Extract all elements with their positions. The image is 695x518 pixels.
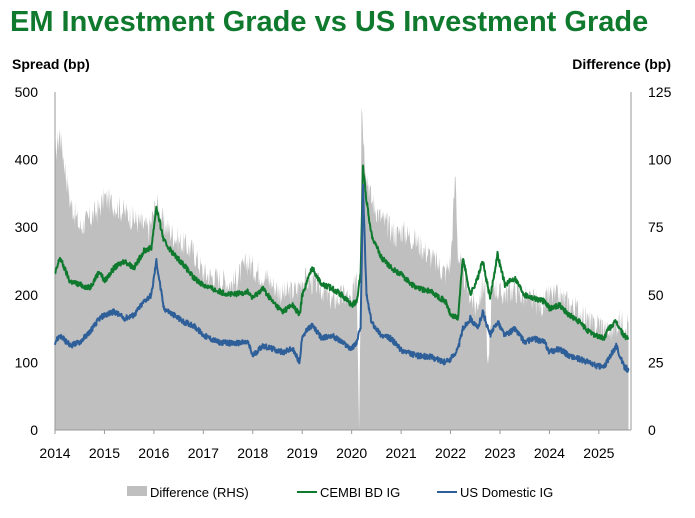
legend-difference-label: Difference (RHS) (150, 485, 249, 500)
legend-us-label: US Domestic IG (460, 485, 553, 500)
right-y-tick-label: 25 (648, 354, 664, 370)
x-tick-label: 2014 (39, 445, 70, 461)
legend-cembi-label: CEMBI BD IG (320, 485, 400, 500)
difference-area-layer (55, 107, 629, 430)
right-y-tick-label: 100 (648, 152, 672, 168)
x-tick-label: 2024 (534, 445, 565, 461)
cembi-bd-ig-line (54, 164, 630, 341)
x-tick-label: 2017 (188, 445, 219, 461)
left-y-tick-label: 100 (15, 354, 39, 370)
x-tick-label: 2018 (237, 445, 268, 461)
x-tick-label: 2019 (287, 445, 318, 461)
left-y-tick-label: 0 (30, 422, 38, 438)
x-tick-label: 2015 (89, 445, 120, 461)
series-lines-layer (54, 164, 630, 373)
left-axis-title: Spread (bp) (12, 56, 90, 72)
legend: Difference (RHS) CEMBI BD IG US Domestic I… (127, 485, 553, 500)
left-y-tick-label: 200 (15, 287, 39, 303)
x-tick-label: 2016 (138, 445, 169, 461)
right-axis-title: Difference (bp) (572, 56, 671, 72)
left-y-tick-label: 500 (15, 84, 39, 100)
tick-labels-layer: 0 100 200 300 400 500 0 25 50 75 100 125 2014 2015 201… (15, 84, 672, 461)
right-y-tick-label: 0 (648, 422, 656, 438)
us-domestic-ig-line (54, 183, 630, 373)
legend-difference-swatch (127, 486, 147, 496)
axes-layer (54, 92, 632, 431)
right-y-tick-label: 50 (648, 287, 664, 303)
x-tick-label: 2023 (484, 445, 515, 461)
left-y-tick-label: 400 (15, 152, 39, 168)
left-y-tick-label: 300 (15, 219, 39, 235)
x-tick-label: 2020 (336, 445, 367, 461)
difference-area (55, 107, 629, 430)
right-y-tick-label: 75 (648, 219, 664, 235)
x-tick-label: 2022 (435, 445, 466, 461)
right-y-tick-label: 125 (648, 84, 672, 100)
x-tick-label: 2021 (386, 445, 417, 461)
chart-title: EM Investment Grade vs US Investment Gra… (10, 6, 649, 38)
x-tick-label: 2025 (583, 445, 614, 461)
